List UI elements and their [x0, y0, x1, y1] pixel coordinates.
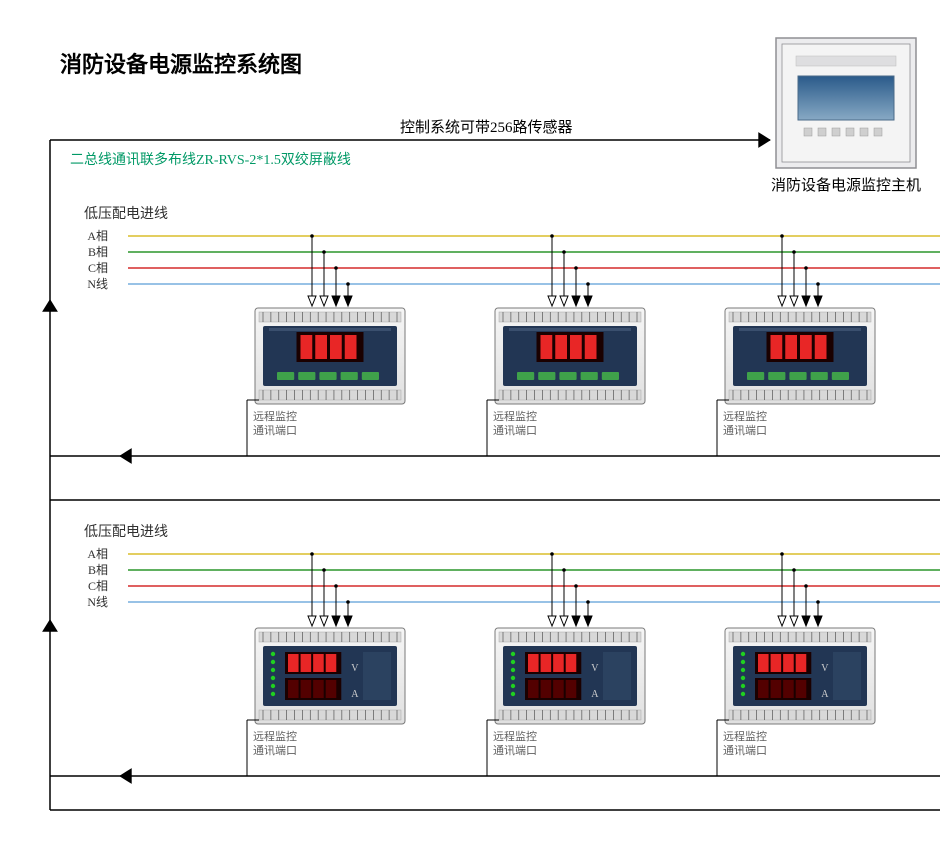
- svg-text:远程监控: 远程监控: [493, 409, 537, 423]
- svg-text:通讯端口: 通讯端口: [253, 424, 297, 437]
- svg-text:N线: N线: [87, 595, 108, 609]
- svg-text:A相: A相: [87, 547, 108, 561]
- svg-text:B相: B相: [88, 563, 108, 577]
- svg-text:A相: A相: [87, 229, 108, 243]
- svg-text:A: A: [821, 689, 829, 700]
- svg-text:消防设备电源监控主机: 消防设备电源监控主机: [771, 177, 921, 194]
- svg-text:二总线通讯联多布线ZR-RVS-2*1.5双绞屏蔽线: 二总线通讯联多布线ZR-RVS-2*1.5双绞屏蔽线: [70, 151, 351, 168]
- svg-text:B相: B相: [88, 245, 108, 259]
- svg-text:低压配电进线: 低压配电进线: [84, 206, 168, 222]
- svg-text:V: V: [821, 663, 829, 674]
- svg-text:低压配电进线: 低压配电进线: [84, 524, 168, 540]
- sensor-module: [725, 628, 875, 724]
- sensor-module: [495, 308, 645, 404]
- svg-text:通讯端口: 通讯端口: [493, 744, 537, 757]
- svg-text:A: A: [351, 689, 359, 700]
- svg-text:远程监控: 远程监控: [253, 729, 297, 743]
- svg-text:远程监控: 远程监控: [723, 409, 767, 423]
- svg-text:远程监控: 远程监控: [493, 729, 537, 743]
- svg-text:通讯端口: 通讯端口: [723, 744, 767, 757]
- svg-text:通讯端口: 通讯端口: [253, 744, 297, 757]
- sensor-module: [725, 308, 875, 404]
- svg-text:V: V: [351, 663, 359, 674]
- sensor-module: [255, 628, 405, 724]
- svg-text:C相: C相: [88, 579, 108, 593]
- svg-text:远程监控: 远程监控: [253, 409, 297, 423]
- svg-text:N线: N线: [87, 277, 108, 291]
- svg-text:控制系统可带256路传感器: 控制系统可带256路传感器: [400, 119, 573, 136]
- svg-text:远程监控: 远程监控: [723, 729, 767, 743]
- svg-text:通讯端口: 通讯端口: [493, 424, 537, 437]
- svg-text:C相: C相: [88, 261, 108, 275]
- sensor-module: [495, 628, 645, 724]
- svg-text:通讯端口: 通讯端口: [723, 424, 767, 437]
- svg-text:V: V: [591, 663, 599, 674]
- sensor-module: [255, 308, 405, 404]
- svg-text:A: A: [591, 689, 599, 700]
- svg-text:消防设备电源监控系统图: 消防设备电源监控系统图: [60, 52, 302, 77]
